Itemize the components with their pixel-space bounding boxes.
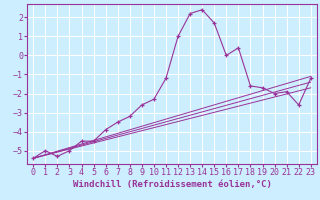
X-axis label: Windchill (Refroidissement éolien,°C): Windchill (Refroidissement éolien,°C) [73, 180, 271, 189]
